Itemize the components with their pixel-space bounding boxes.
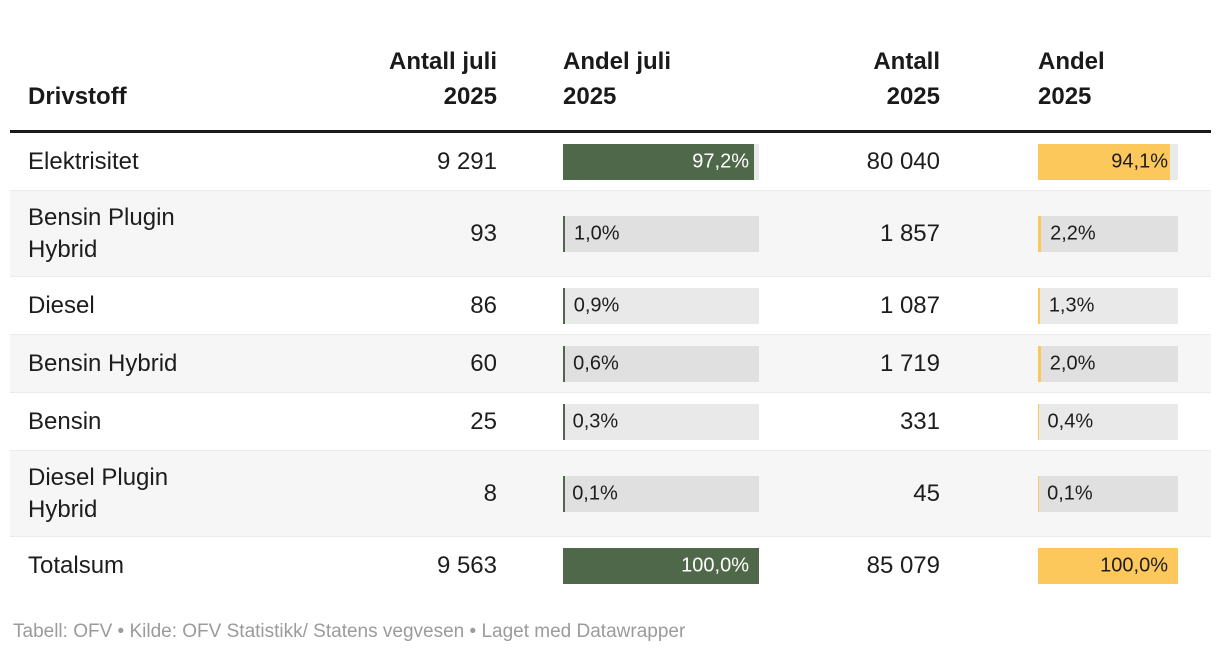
bar-value-label: 100,0% xyxy=(1100,554,1168,576)
count-year-value: 85 079 xyxy=(866,551,940,579)
bar-track: 2,0% xyxy=(1038,345,1178,382)
bar-track: 1,3% xyxy=(1038,287,1178,324)
column-header-antall-juli: Antall juli 2025 xyxy=(389,48,497,110)
column-header-andel-juli: Andel juli 2025 xyxy=(563,48,671,110)
green-bar-fill xyxy=(563,403,565,440)
bar-track: 0,1% xyxy=(1038,475,1178,512)
bar-track: 100,0% xyxy=(1038,547,1178,584)
table-body: Elektrisitet 9 291 97,2% 80 040 94,1% Bensin … xyxy=(10,133,1211,594)
bar-value-label: 2,0% xyxy=(1049,352,1096,374)
count-year-value: 1 087 xyxy=(879,291,940,319)
bar-track: 1,0% xyxy=(563,215,759,252)
fuel-type-label: Bensin Hybrid xyxy=(28,349,178,377)
count-july-value: 86 xyxy=(470,291,497,319)
bar-track: 97,2% xyxy=(563,143,759,180)
table-row: Bensin Hybrid 60 0,6% 1 719 2,0% xyxy=(10,334,1211,392)
yellow-bar-fill xyxy=(1038,143,1170,180)
bar-track: 0,6% xyxy=(563,345,759,382)
share-july-bar-cell: 97,2% xyxy=(563,143,759,180)
green-bar-fill xyxy=(563,547,759,584)
share-year-bar-cell: 100,0% xyxy=(1038,547,1178,584)
green-bar-fill xyxy=(563,143,754,180)
share-july-bar-cell: 0,1% xyxy=(563,475,759,512)
fuel-type-label: Elektrisitet xyxy=(28,147,139,175)
bar-value-label: 0,9% xyxy=(573,294,620,316)
bar-value-label: 0,1% xyxy=(572,482,618,504)
share-year-bar-cell: 2,0% xyxy=(1038,345,1178,382)
share-year-bar-cell: 0,1% xyxy=(1038,475,1178,512)
bar-value-label: 0,4% xyxy=(1047,410,1094,432)
table-row: Diesel 86 0,9% 1 087 1,3% xyxy=(10,276,1211,334)
count-july-value: 9 291 xyxy=(436,147,497,175)
bar-track: 0,3% xyxy=(563,403,759,440)
column-header-drivstoff: Drivstoff xyxy=(28,83,127,110)
count-year-value: 45 xyxy=(913,479,940,507)
green-bar-fill xyxy=(563,215,565,252)
bar-track: 0,9% xyxy=(563,287,759,324)
yellow-bar-fill xyxy=(1038,547,1178,584)
bar-track: 0,1% xyxy=(563,475,759,512)
bar-track: 0,4% xyxy=(1038,403,1178,440)
fuel-type-label: Bensin Plugin Hybrid xyxy=(28,203,175,263)
share-july-bar-cell: 0,3% xyxy=(563,403,759,440)
fuel-type-label: Totalsum xyxy=(28,551,125,579)
attribution-footer: Tabell: OFV • Kilde: OFV Statistikk/ Sta… xyxy=(13,621,686,642)
count-year-value: 331 xyxy=(899,407,940,435)
table-row: Totalsum 9 563 100,0% 85 079 100,0% xyxy=(10,536,1211,594)
table-row: Elektrisitet 9 291 97,2% 80 040 94,1% xyxy=(10,133,1211,190)
share-july-bar-cell: 1,0% xyxy=(563,215,759,252)
table-row: Bensin 25 0,3% 331 0,4% xyxy=(10,392,1211,450)
bar-value-label: 1,3% xyxy=(1048,294,1095,316)
share-july-bar-cell: 100,0% xyxy=(563,547,759,584)
count-year-value: 80 040 xyxy=(866,147,940,175)
column-header-antall-2025: Antall 2025 xyxy=(873,48,940,110)
count-july-value: 60 xyxy=(470,349,497,377)
count-july-value: 93 xyxy=(470,219,497,247)
bar-value-label: 94,1% xyxy=(1111,150,1168,172)
bar-track: 2,2% xyxy=(1038,215,1178,252)
share-july-bar-cell: 0,9% xyxy=(563,287,759,324)
yellow-bar-fill xyxy=(1038,345,1041,382)
table-row: Bensin Plugin Hybrid 93 1,0% 1 857 2,2% xyxy=(10,190,1211,276)
bar-value-label: 100,0% xyxy=(681,554,749,576)
column-header-andel-2025: Andel 2025 xyxy=(1038,48,1105,110)
fuel-type-label: Bensin xyxy=(28,407,102,435)
yellow-bar-fill xyxy=(1038,215,1042,252)
bar-track: 94,1% xyxy=(1038,143,1178,180)
share-year-bar-cell: 2,2% xyxy=(1038,215,1178,252)
share-year-bar-cell: 94,1% xyxy=(1038,143,1178,180)
bar-value-label: 0,3% xyxy=(572,410,619,432)
bar-value-label: 0,1% xyxy=(1047,482,1093,504)
count-july-value: 8 xyxy=(483,479,497,507)
green-bar-fill xyxy=(563,475,565,512)
fuel-type-label: Diesel xyxy=(28,291,95,319)
share-year-bar-cell: 0,4% xyxy=(1038,403,1178,440)
bar-value-label: 2,2% xyxy=(1050,222,1096,244)
bar-value-label: 1,0% xyxy=(573,222,620,244)
bar-track: 100,0% xyxy=(563,547,759,584)
yellow-bar-fill xyxy=(1038,287,1040,324)
green-bar-fill xyxy=(563,287,565,324)
share-year-bar-cell: 1,3% xyxy=(1038,287,1178,324)
bar-value-label: 0,6% xyxy=(573,352,619,374)
green-bar-fill xyxy=(563,345,565,382)
count-july-value: 9 563 xyxy=(436,551,497,579)
fuel-type-label: Diesel Plugin Hybrid xyxy=(28,463,169,523)
share-july-bar-cell: 0,6% xyxy=(563,345,759,382)
table-header-row: Drivstoff Antall juli 2025 Andel juli 20… xyxy=(10,40,1211,133)
bar-value-label: 97,2% xyxy=(692,150,749,172)
count-july-value: 25 xyxy=(470,407,497,435)
count-year-value: 1 857 xyxy=(879,219,940,247)
fuel-type-table: Drivstoff Antall juli 2025 Andel juli 20… xyxy=(10,40,1211,594)
yellow-bar-fill xyxy=(1038,403,1039,440)
count-year-value: 1 719 xyxy=(879,349,940,377)
table-row: Diesel Plugin Hybrid 8 0,1% 45 0,1% xyxy=(10,450,1211,536)
